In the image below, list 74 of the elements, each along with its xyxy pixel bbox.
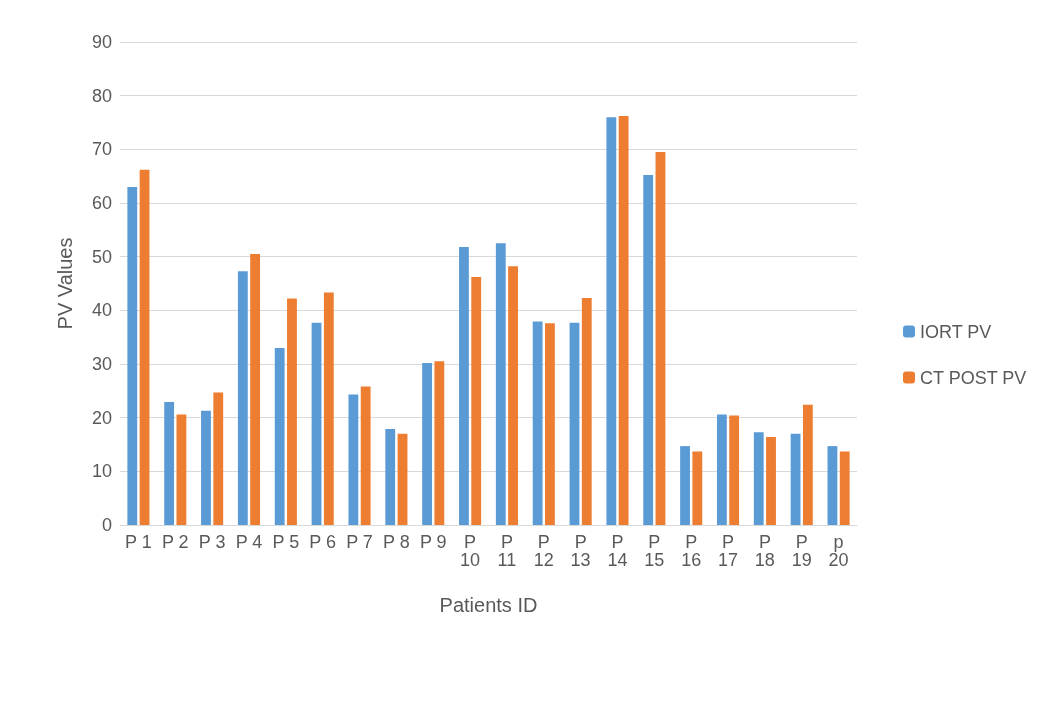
bar bbox=[274, 347, 285, 525]
y-tick-label: 50 bbox=[91, 246, 112, 267]
bar bbox=[176, 414, 187, 525]
y-tick-label: 40 bbox=[91, 300, 112, 321]
bar bbox=[348, 394, 359, 525]
x-tick-label: P 9 bbox=[419, 532, 447, 552]
y-tick-label: 70 bbox=[91, 139, 112, 160]
y-tick-label: 30 bbox=[91, 354, 112, 374]
bar bbox=[716, 414, 727, 525]
bar bbox=[385, 428, 396, 525]
x-tick-label: P 10 bbox=[460, 532, 481, 570]
bar bbox=[569, 322, 580, 525]
x-tick-label: P 3 bbox=[198, 532, 226, 552]
bar bbox=[508, 266, 518, 525]
legend-label: IORT PV bbox=[919, 321, 992, 342]
bar bbox=[139, 169, 150, 525]
bar bbox=[753, 432, 764, 525]
x-tick-label: P 5 bbox=[272, 532, 300, 552]
bar bbox=[581, 297, 592, 525]
bar bbox=[680, 446, 690, 525]
bar bbox=[839, 451, 850, 525]
x-tick-label: p 20 bbox=[828, 532, 849, 570]
bar bbox=[237, 271, 248, 525]
bar bbox=[471, 277, 482, 525]
x-tick-label: P 19 bbox=[791, 532, 812, 570]
x-tick-label: P 1 bbox=[125, 532, 152, 552]
bar bbox=[606, 117, 617, 525]
bar bbox=[545, 323, 555, 525]
x-axis-title: Patients ID bbox=[439, 594, 538, 616]
y-tick-label: 0 bbox=[101, 515, 112, 535]
x-tick-label: P 2 bbox=[161, 532, 189, 552]
y-axis-title: PV Values bbox=[54, 237, 76, 330]
bar bbox=[287, 298, 297, 525]
bar bbox=[127, 186, 138, 525]
x-tick-label: P 18 bbox=[754, 532, 775, 570]
bar bbox=[618, 116, 629, 525]
bar bbox=[164, 402, 175, 525]
x-tick-label: P 13 bbox=[570, 532, 591, 570]
bar bbox=[790, 433, 801, 525]
bar bbox=[766, 436, 776, 525]
bar bbox=[422, 362, 432, 525]
x-tick-label: P 14 bbox=[607, 532, 628, 570]
bar bbox=[532, 321, 543, 525]
x-tick-label: P 8 bbox=[383, 532, 410, 552]
x-tick-label: P 4 bbox=[235, 532, 263, 552]
bar bbox=[434, 361, 445, 525]
bar bbox=[655, 152, 666, 525]
x-tick-label: P 11 bbox=[497, 532, 517, 570]
bar bbox=[250, 253, 261, 525]
bar bbox=[323, 292, 334, 525]
y-tick-label: 90 bbox=[91, 32, 112, 52]
bar bbox=[692, 451, 703, 525]
x-tick-label: P 17 bbox=[718, 532, 739, 570]
bar bbox=[397, 433, 408, 525]
x-tick-label: P 6 bbox=[309, 532, 337, 552]
x-tick-label: P 15 bbox=[644, 532, 665, 570]
bar bbox=[729, 415, 740, 525]
bar bbox=[213, 392, 224, 525]
bar bbox=[827, 446, 838, 525]
bar bbox=[360, 386, 371, 525]
bar bbox=[459, 247, 469, 525]
y-tick-label: 80 bbox=[91, 85, 112, 106]
bar bbox=[495, 243, 506, 525]
x-tick-label: P 16 bbox=[681, 532, 702, 570]
legend-label: CT POST PV bbox=[919, 367, 1027, 388]
x-tick-label: P 12 bbox=[533, 532, 554, 570]
bar bbox=[643, 175, 654, 525]
y-tick-label: 20 bbox=[91, 407, 112, 428]
x-tick-label: P 7 bbox=[346, 532, 373, 552]
bar bbox=[201, 410, 211, 525]
bar bbox=[802, 404, 813, 525]
bar bbox=[311, 322, 322, 525]
y-tick-label: 60 bbox=[91, 193, 112, 213]
y-tick-label: 10 bbox=[91, 461, 112, 482]
